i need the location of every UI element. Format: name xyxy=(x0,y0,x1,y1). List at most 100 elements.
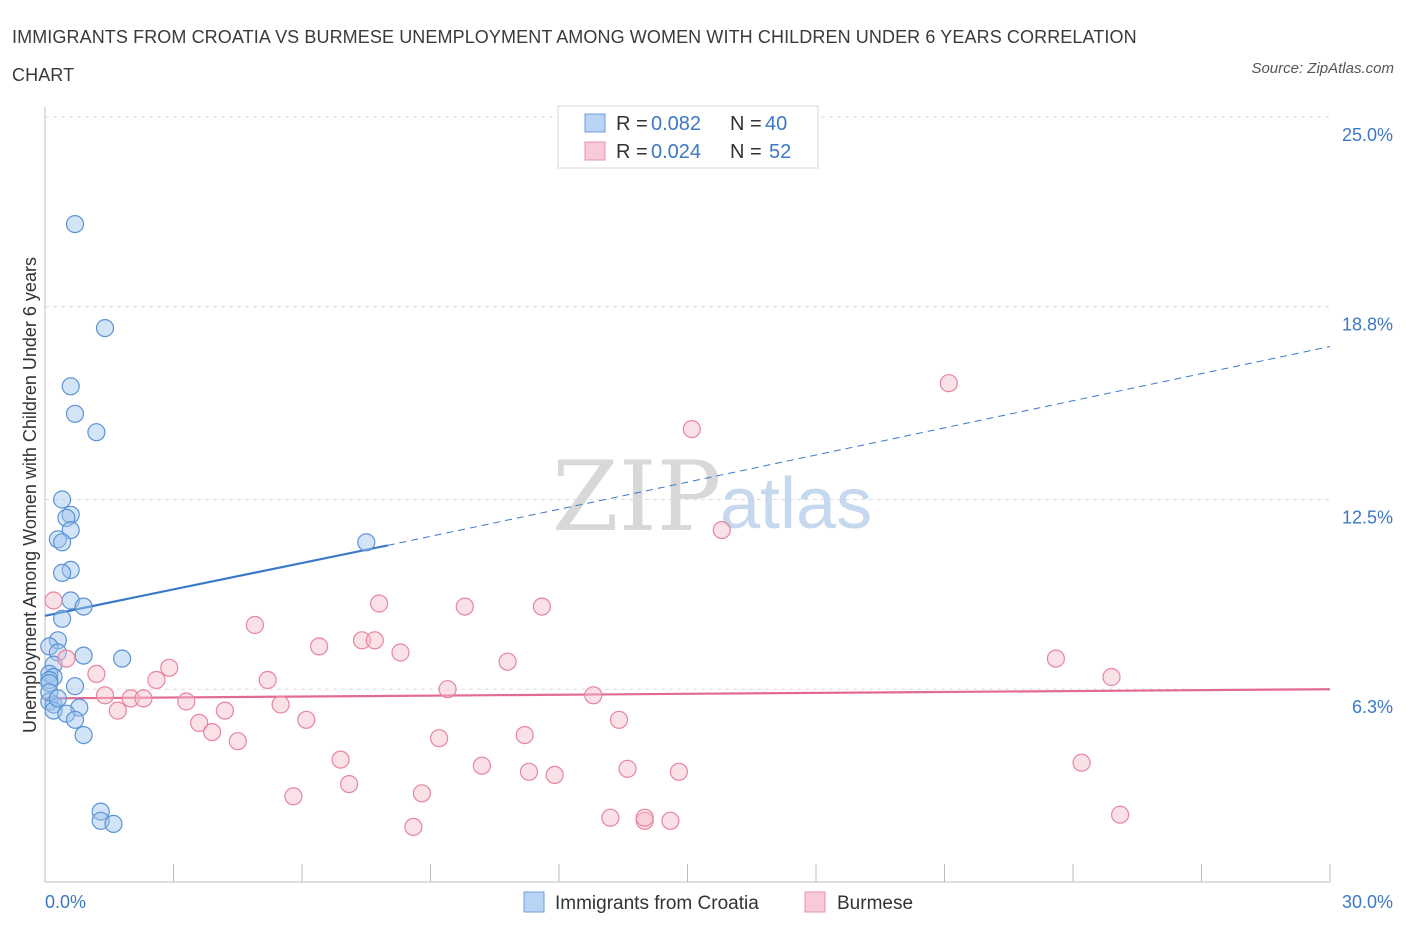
point-series-0-35 xyxy=(91,802,110,821)
point-series-1-12 xyxy=(215,701,234,720)
point-series-0-21 xyxy=(112,649,132,668)
point-series-0-16 xyxy=(52,609,72,628)
point-series-0-26 xyxy=(40,673,59,693)
point-series-1-2 xyxy=(87,664,106,684)
point-series-1-14 xyxy=(245,615,264,635)
bottom-legend-swatch-croatia xyxy=(523,891,545,913)
point-series-1-21 xyxy=(340,774,359,794)
point-series-0-1 xyxy=(95,319,115,338)
legend-n-value-1: 40 xyxy=(765,113,787,135)
point-series-1-3 xyxy=(95,686,115,705)
point-series-1-44 xyxy=(682,420,701,439)
point-series-1-17 xyxy=(284,787,303,806)
point-series-1-11 xyxy=(203,722,222,742)
axes xyxy=(44,107,1331,883)
point-series-0-5 xyxy=(52,490,72,509)
point-series-1-28 xyxy=(430,729,449,748)
y-axis-title: Unemployment Among Women with Children U… xyxy=(20,257,40,733)
legend-swatch-croatia xyxy=(584,113,606,133)
legend-swatch-burmese xyxy=(584,141,606,161)
point-series-1-47 xyxy=(1046,649,1066,668)
point-series-1-42 xyxy=(661,811,680,830)
data-points xyxy=(40,215,1130,837)
point-series-1-39 xyxy=(609,710,629,729)
x-tick-label-0: 0.0% xyxy=(45,892,86,912)
point-series-1-1 xyxy=(57,649,76,668)
bottom-legend-label-burmese: Burmese xyxy=(837,893,913,914)
point-series-1-46 xyxy=(939,374,958,393)
point-series-0-0 xyxy=(65,215,85,234)
bottom-legend-label-croatia: Immigrants from Croatia xyxy=(555,893,759,914)
trend-line-burmese xyxy=(44,688,1331,700)
point-series-1-19 xyxy=(310,637,329,656)
series-legend: Immigrants from Croatia Burmese xyxy=(523,891,913,914)
point-series-0-13 xyxy=(52,563,72,583)
point-series-1-29 xyxy=(438,680,457,699)
point-series-1-30 xyxy=(455,597,474,616)
y-tick-label-1: 12.5% xyxy=(1342,508,1393,528)
point-series-1-6 xyxy=(134,689,153,708)
source-label: Source: ZipAtlas.com xyxy=(1251,60,1394,77)
trend-lines xyxy=(44,346,1331,700)
legend-n-label-2: N = xyxy=(730,141,762,163)
legend-r-label-1: R = xyxy=(616,113,648,135)
point-series-1-15 xyxy=(258,670,277,690)
trend-line-croatia-extension xyxy=(387,346,1331,546)
y-tick-label-2: 18.8% xyxy=(1342,315,1393,335)
point-series-1-8 xyxy=(160,658,179,677)
legend-n-value-2: 52 xyxy=(769,141,791,163)
point-series-1-23 xyxy=(365,631,384,650)
legend-r-value-2: 0.024 xyxy=(651,141,701,163)
watermark-zip: ZIP xyxy=(552,441,721,553)
chart-title: IMMIGRANTS FROM CROATIA VS BURMESE UNEMP… xyxy=(12,27,1137,85)
point-series-1-25 xyxy=(391,643,410,662)
point-series-1-50 xyxy=(1110,805,1130,824)
point-series-0-39 xyxy=(48,689,68,708)
point-series-1-7 xyxy=(147,670,166,690)
point-series-0-10 xyxy=(52,533,72,552)
point-series-1-34 xyxy=(519,762,539,781)
point-series-1-16 xyxy=(271,695,290,714)
point-series-1-32 xyxy=(498,652,517,671)
point-series-1-35 xyxy=(532,597,552,616)
point-series-1-48 xyxy=(1072,753,1091,772)
trend-line-croatia xyxy=(44,544,388,617)
x-tick-label-1: 30.0% xyxy=(1342,892,1393,912)
point-series-1-33 xyxy=(515,725,534,745)
point-series-1-27 xyxy=(412,784,431,803)
point-series-1-40 xyxy=(618,759,637,778)
point-series-0-4 xyxy=(87,423,106,442)
point-series-1-4 xyxy=(108,701,127,720)
point-series-1-18 xyxy=(297,710,316,729)
y-tick-label-0: 6.3% xyxy=(1352,697,1393,717)
point-series-0-3 xyxy=(65,404,85,423)
watermark-atlas: atlas xyxy=(720,464,872,544)
point-series-1-13 xyxy=(228,732,247,751)
point-series-1-45 xyxy=(712,520,731,540)
point-series-0-27 xyxy=(65,677,85,696)
point-series-1-20 xyxy=(331,750,350,769)
point-series-1-5 xyxy=(121,689,140,708)
point-series-1-0 xyxy=(44,591,63,610)
point-series-1-22 xyxy=(352,631,372,650)
point-series-0-20 xyxy=(74,646,93,665)
legend-n-label-1: N = xyxy=(730,113,762,135)
point-series-0-11 xyxy=(357,533,376,552)
point-series-1-10 xyxy=(190,713,209,733)
point-series-0-15 xyxy=(74,597,93,616)
grid-lines xyxy=(45,116,1330,690)
point-series-1-51 xyxy=(635,808,654,827)
point-series-1-9 xyxy=(177,692,196,711)
point-series-0-33 xyxy=(65,710,85,729)
correlation-legend: R = 0.082 N = 40 R = 0.024 N = 52 xyxy=(557,105,819,169)
x-tick-labels: 0.0% 30.0% xyxy=(45,892,1393,912)
point-series-0-2 xyxy=(61,377,80,396)
y-tick-label-3: 25.0% xyxy=(1342,125,1393,145)
point-series-1-26 xyxy=(404,817,423,837)
legend-r-value-1: 0.082 xyxy=(651,113,701,135)
point-series-1-24 xyxy=(370,594,389,613)
point-series-1-36 xyxy=(545,765,564,785)
point-series-1-37 xyxy=(584,686,603,705)
point-series-1-49 xyxy=(1102,667,1121,687)
